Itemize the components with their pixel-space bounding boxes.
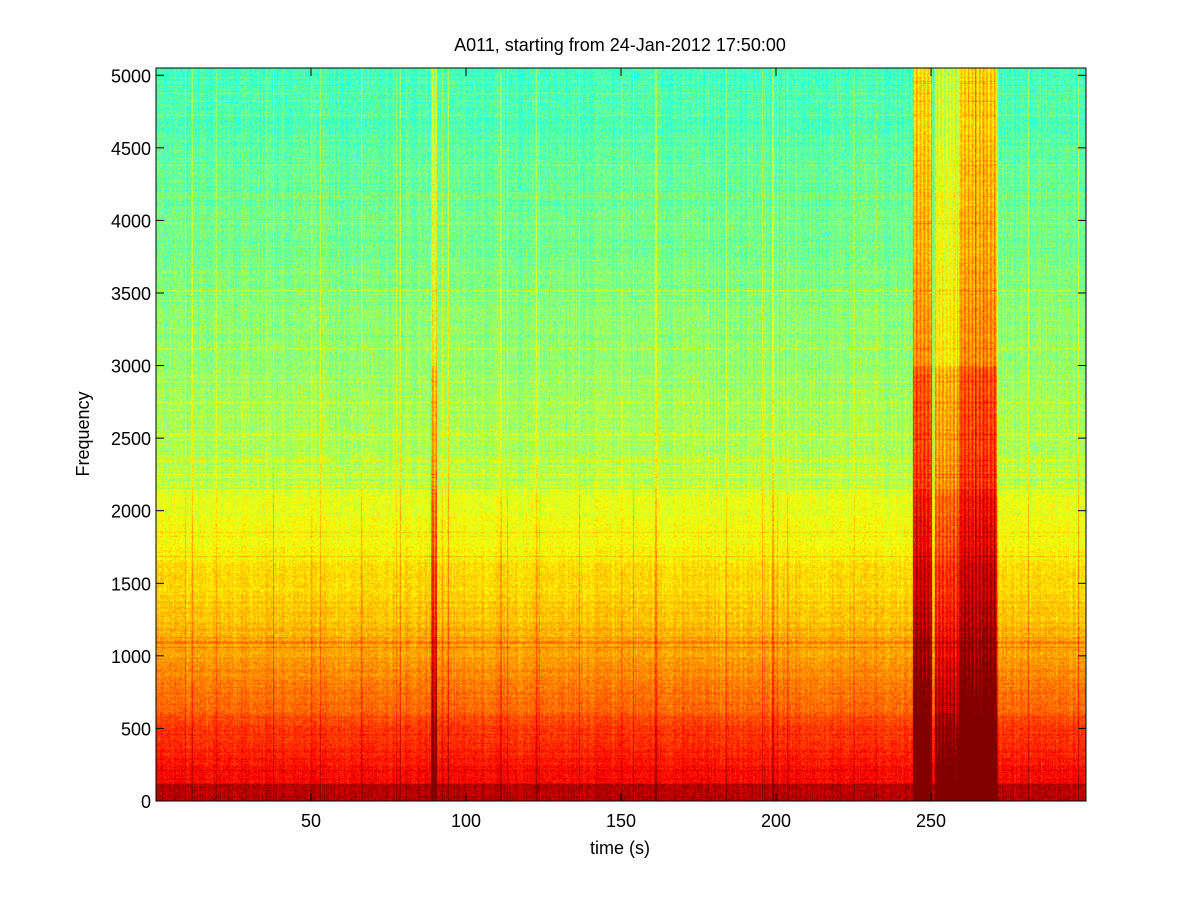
chart-title: A011, starting from 24-Jan-2012 17:50:00 [454, 35, 786, 55]
y-tick-label: 0 [141, 792, 151, 812]
y-axis: 0 500 1000 1500 2000 2500 3000 3500 4000 4500 5000 [111, 66, 1086, 812]
y-axis-label: Frequency [73, 391, 93, 476]
x-axis-label: time (s) [590, 838, 650, 858]
x-tick-label: 100 [451, 811, 481, 831]
y-tick-label: 1500 [111, 574, 151, 594]
y-tick-label: 2000 [111, 502, 151, 522]
y-tick-label: 3000 [111, 357, 151, 377]
y-tick-label: 1000 [111, 647, 151, 667]
y-tick-label: 3500 [111, 284, 151, 304]
y-tick-label: 4000 [111, 211, 151, 231]
x-tick-label: 200 [761, 811, 791, 831]
x-axis: 50 100 150 200 250 [301, 68, 946, 831]
y-tick-label: 500 [121, 719, 151, 739]
y-tick-label: 2500 [111, 429, 151, 449]
y-tick-label: 5000 [111, 66, 151, 86]
y-tick-label: 4500 [111, 139, 151, 159]
spectrogram-image [156, 68, 1086, 801]
x-tick-label: 150 [606, 811, 636, 831]
x-tick-label: 50 [301, 811, 321, 831]
x-tick-label: 250 [916, 811, 946, 831]
plot-area-container [156, 68, 1086, 801]
